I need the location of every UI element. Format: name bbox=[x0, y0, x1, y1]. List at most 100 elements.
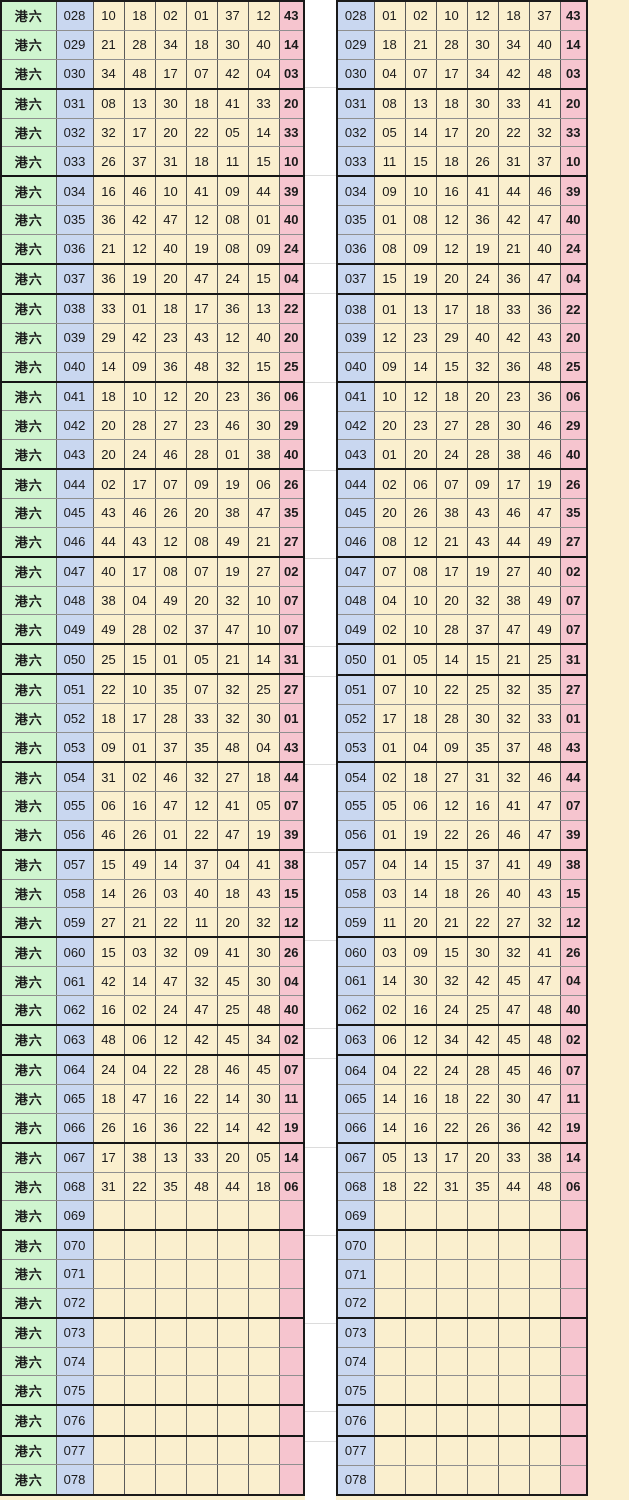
drawn-number-cell: 43 bbox=[466, 498, 498, 528]
table-row: 港六 041 18 10 12 20 23 36 06 bbox=[1, 381, 304, 412]
drawn-number-cell bbox=[497, 1259, 529, 1289]
drawn-number-cell: 25 bbox=[528, 644, 560, 676]
drawn-number-cell: 47 bbox=[185, 263, 217, 295]
drawn-number-cell: 43 bbox=[92, 498, 124, 528]
special-number-cell bbox=[278, 1464, 304, 1495]
issue-number-cell: 052 bbox=[55, 703, 93, 734]
drawn-number-cell bbox=[123, 1435, 155, 1466]
drawn-number-cell: 38 bbox=[497, 586, 529, 616]
table-row: 港六 074 bbox=[1, 1347, 304, 1377]
special-number-cell bbox=[278, 1317, 304, 1348]
drawn-number-cell bbox=[154, 1259, 186, 1289]
drawn-number-cell: 10 bbox=[247, 614, 279, 646]
issue-number-cell: 070 bbox=[55, 1230, 93, 1261]
table-row: 港六 037 36 19 20 47 24 15 04 bbox=[1, 263, 304, 295]
drawn-number-cell: 14 bbox=[123, 966, 155, 996]
drawn-number-cell: 08 bbox=[373, 527, 405, 558]
drawn-number-cell bbox=[185, 1288, 217, 1319]
drawn-number-cell: 18 bbox=[373, 30, 405, 60]
drawn-number-cell: 18 bbox=[92, 703, 124, 734]
drawn-number-cell: 27 bbox=[435, 411, 467, 441]
drawn-number-cell: 16 bbox=[404, 995, 436, 1026]
drawn-number-cell bbox=[528, 1465, 560, 1495]
special-number-cell: 20 bbox=[278, 323, 304, 353]
drawn-number-cell: 20 bbox=[466, 118, 498, 148]
special-number-cell: 04 bbox=[559, 966, 587, 996]
special-number-cell: 04 bbox=[278, 966, 304, 996]
drawn-number-cell bbox=[123, 1288, 155, 1319]
special-number-cell bbox=[278, 1405, 304, 1437]
drawn-number-cell: 31 bbox=[92, 762, 124, 793]
game-label-cell: 港六 bbox=[1, 176, 56, 207]
table-row: 港六 036 21 12 40 19 08 09 24 bbox=[1, 234, 304, 265]
drawn-number-cell: 32 bbox=[466, 352, 498, 383]
drawn-number-cell bbox=[92, 1435, 124, 1466]
special-number-cell: 29 bbox=[559, 411, 587, 441]
drawn-number-cell: 46 bbox=[528, 762, 560, 793]
drawn-number-cell: 23 bbox=[154, 323, 186, 353]
special-number-cell: 35 bbox=[559, 498, 587, 528]
table-row: 059 11 20 21 22 27 32 12 bbox=[337, 907, 587, 939]
game-label-cell: 港六 bbox=[1, 614, 56, 646]
game-label-cell: 港六 bbox=[1, 1084, 56, 1114]
drawn-number-cell: 23 bbox=[497, 381, 529, 412]
game-label-cell: 港六 bbox=[1, 293, 56, 324]
issue-number-cell: 042 bbox=[55, 410, 93, 441]
drawn-number-cell bbox=[404, 1347, 436, 1377]
drawn-number-cell: 41 bbox=[216, 88, 248, 119]
drawn-number-cell bbox=[154, 1317, 186, 1348]
drawn-number-cell: 28 bbox=[123, 410, 155, 441]
table-row: 港六 062 16 02 24 47 25 48 40 bbox=[1, 995, 304, 1026]
special-number-cell: 35 bbox=[278, 498, 304, 528]
game-label-cell: 港六 bbox=[1, 469, 56, 500]
drawn-number-cell: 35 bbox=[466, 732, 498, 764]
game-label-cell: 港六 bbox=[1, 30, 56, 60]
drawn-number-cell bbox=[154, 1435, 186, 1466]
drawn-number-cell: 06 bbox=[247, 469, 279, 500]
drawn-number-cell: 28 bbox=[466, 411, 498, 441]
drawn-number-cell: 14 bbox=[404, 352, 436, 383]
gap-group-segment bbox=[305, 1324, 336, 1412]
table-row: 075 bbox=[337, 1375, 587, 1407]
table-row: 036 08 09 12 19 21 40 24 bbox=[337, 234, 587, 265]
issue-number-cell: 078 bbox=[55, 1464, 93, 1495]
drawn-number-cell: 04 bbox=[404, 732, 436, 764]
drawn-number-cell bbox=[435, 1347, 467, 1377]
drawn-number-cell bbox=[497, 1230, 529, 1261]
drawn-number-cell bbox=[404, 1230, 436, 1261]
drawn-number-cell: 24 bbox=[123, 439, 155, 471]
drawn-number-cell: 43 bbox=[123, 527, 155, 558]
special-number-cell: 06 bbox=[559, 381, 587, 412]
drawn-number-cell: 32 bbox=[216, 586, 248, 616]
issue-number-cell: 044 bbox=[337, 469, 374, 500]
game-label-cell: 港六 bbox=[1, 937, 56, 968]
drawn-number-cell: 22 bbox=[185, 118, 217, 148]
drawn-number-cell: 08 bbox=[216, 234, 248, 265]
drawn-number-cell: 34 bbox=[497, 30, 529, 60]
drawn-number-cell: 01 bbox=[373, 644, 405, 676]
game-label-cell: 港六 bbox=[1, 849, 56, 880]
drawn-number-cell bbox=[247, 1375, 279, 1407]
special-number-cell: 12 bbox=[278, 907, 304, 939]
drawn-number-cell bbox=[373, 1375, 405, 1407]
drawn-number-cell: 30 bbox=[247, 937, 279, 968]
issue-number-cell: 031 bbox=[55, 88, 93, 119]
drawn-number-cell bbox=[185, 1230, 217, 1261]
special-number-cell bbox=[559, 1435, 587, 1466]
issue-number-cell: 045 bbox=[55, 498, 93, 528]
drawn-number-cell: 07 bbox=[435, 469, 467, 500]
drawn-number-cell bbox=[435, 1435, 467, 1466]
table-row: 港六 075 bbox=[1, 1375, 304, 1407]
drawn-number-cell: 09 bbox=[123, 352, 155, 383]
table-row: 港六 034 16 46 10 41 09 44 39 bbox=[1, 176, 304, 207]
drawn-number-cell: 06 bbox=[404, 791, 436, 821]
drawn-number-cell: 36 bbox=[497, 352, 529, 383]
drawn-number-cell: 01 bbox=[373, 439, 405, 471]
game-label-cell: 港六 bbox=[1, 439, 56, 471]
drawn-number-cell: 25 bbox=[466, 674, 498, 705]
drawn-number-cell bbox=[185, 1317, 217, 1348]
drawn-number-cell: 40 bbox=[247, 323, 279, 353]
drawn-number-cell: 27 bbox=[497, 556, 529, 587]
drawn-number-cell: 13 bbox=[404, 1142, 436, 1173]
